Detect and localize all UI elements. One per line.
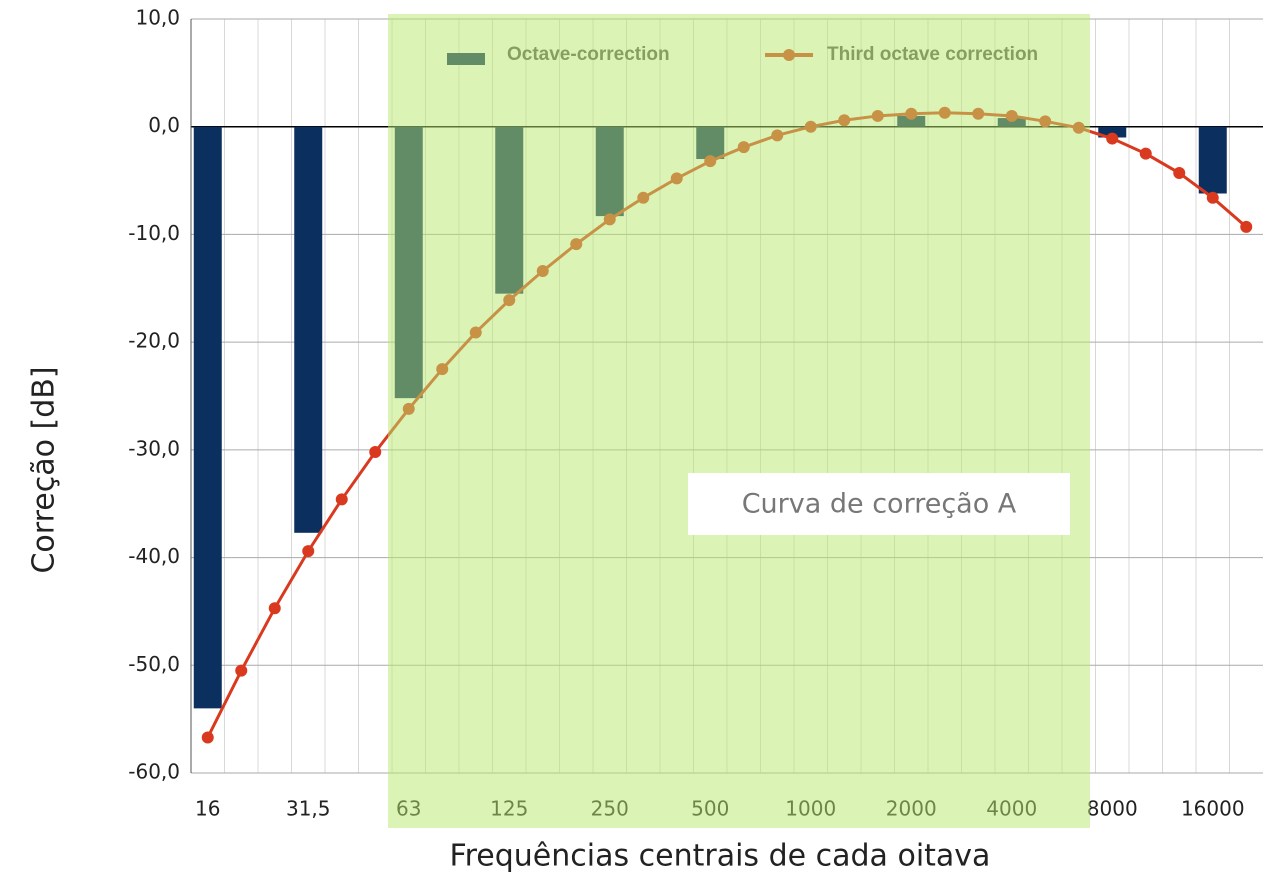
point [235,664,248,677]
bar [294,126,323,533]
y-axis-title: Correção [dB] [27,366,62,573]
bar [1198,126,1227,194]
point [1106,132,1119,145]
x-tick-label: 16000 [1181,797,1245,821]
point [268,602,281,615]
point [1206,191,1219,204]
point [302,545,315,558]
point [1139,147,1152,160]
annotation-box [688,473,1070,535]
y-tick-label: -40,0 [128,544,180,568]
y-tick-label: -10,0 [128,221,180,245]
x-tick-label: 8000 [1087,797,1138,821]
point [1240,220,1253,233]
y-tick-label: 10,0 [135,6,180,30]
y-tick-label: -30,0 [128,436,180,460]
bar [1098,126,1127,138]
highlight [388,14,1090,828]
annotation: Curva de correção A [742,489,1017,520]
y-tick-label: 0,0 [148,113,180,137]
y-tick-label: -20,0 [128,329,180,353]
point [201,731,214,744]
x-tick-label: 31,5 [286,797,331,821]
y-tick-label: -60,0 [128,760,180,784]
y-tick-label: -50,0 [128,652,180,676]
bar [193,126,222,709]
point [1173,167,1186,180]
x-tick-label: 16 [195,797,220,821]
point [369,446,382,459]
point [335,493,348,506]
x-axis-title: Frequências centrais de cada oitava [450,839,991,874]
